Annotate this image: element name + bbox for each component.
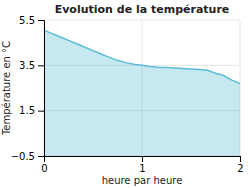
y-tick-mark [38, 65, 44, 66]
x-axis: 0 1 2 [41, 156, 243, 174]
area [44, 30, 240, 156]
line [44, 30, 240, 83]
x-tick: 0 [41, 156, 47, 174]
y-tick: −0.5 [11, 151, 44, 162]
y-tick-mark [38, 20, 44, 21]
y-tick-label: 1.5 [19, 105, 35, 116]
x-tick-label: 1 [139, 163, 145, 174]
y-axis-line [38, 21, 45, 157]
x-tick-mark [142, 156, 143, 162]
grid-line-y [44, 20, 240, 21]
marks [44, 30, 240, 156]
x-axis-title: heure par heure [102, 175, 183, 186]
grid [44, 20, 240, 156]
y-tick-mark [38, 156, 44, 157]
y-tick: 3.5 [19, 60, 44, 71]
y-tick-label: 3.5 [19, 60, 35, 71]
title: Evolution de la température [55, 3, 230, 16]
y-tick-mark [38, 111, 44, 112]
y-tick-label: 5.5 [19, 15, 35, 26]
y-tick-label: −0.5 [11, 151, 35, 162]
x-tick-label: 0 [41, 163, 47, 174]
chart: 0 1 2 −0.5 1.5 3.5 5.5 Evolution de la températ… [0, 0, 250, 188]
x-axis-line [45, 157, 241, 163]
y-axis: −0.5 1.5 3.5 5.5 [11, 15, 45, 162]
x-tick-label: 2 [237, 163, 243, 174]
x-tick: 1 [139, 156, 145, 174]
y-tick: 5.5 [19, 15, 44, 26]
plot-area: 0 1 2 −0.5 1.5 3.5 5.5 [11, 15, 244, 174]
x-tick: 2 [237, 156, 243, 174]
y-axis-title: Température en °C [1, 41, 12, 136]
y-tick: 1.5 [19, 105, 44, 116]
x-tick-mark [240, 156, 241, 162]
